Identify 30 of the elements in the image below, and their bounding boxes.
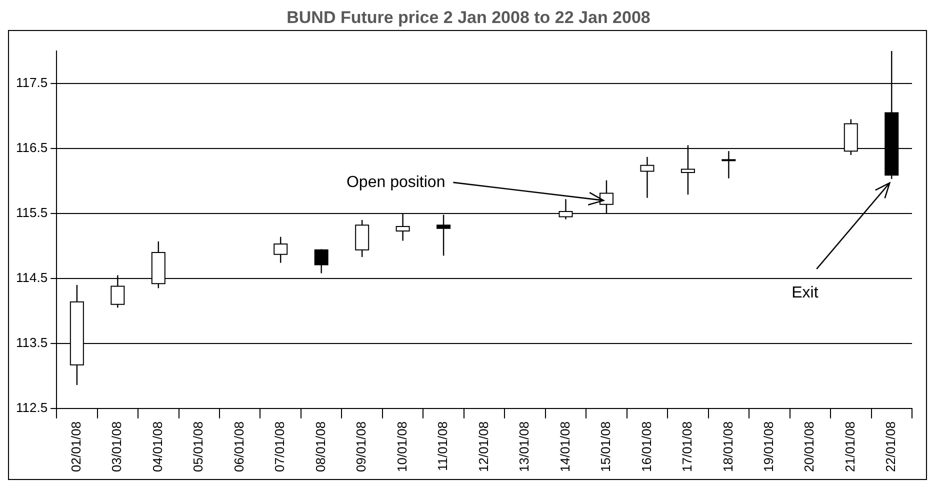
x-tick-label: 17/01/08 [680,421,695,472]
x-tick-label: 11/01/08 [435,421,450,472]
annotation: Open position [346,174,446,191]
x-tick-label: 18/01/08 [720,421,736,472]
x-tick-label: 13/01/08 [516,421,532,472]
y-tick-label: 116.5 [16,140,48,156]
x-tick-label: 09/01/08 [354,421,369,472]
x-tick-label: 03/01/08 [109,421,124,472]
y-tick-label: 112.5 [16,400,48,415]
x-tick-label: 08/01/08 [312,421,328,472]
y-tick-label: 113.5 [16,334,48,350]
annotation: Exit [792,284,819,302]
x-tick-label: 21/01/08 [842,421,858,472]
x-tick-label: 05/01/08 [190,421,206,472]
x-tick-label: 04/01/08 [150,421,165,472]
x-tick-label: 22/01/08 [883,421,898,472]
x-tick-label: 19/01/08 [761,421,776,472]
x-tick-label: 07/01/08 [272,421,288,472]
y-tick-label: 115.5 [16,205,48,220]
y-tick-label: 117.5 [16,75,48,90]
x-tick-label: 06/01/08 [231,421,246,472]
x-tick-label: 12/01/08 [476,421,491,472]
chart-title: BUND Future price 2 Jan 2008 to 22 Jan 2008 [286,8,652,29]
x-tick-label: 10/01/08 [394,421,410,472]
x-tick-label: 14/01/08 [557,421,572,472]
x-tick-label: 16/01/08 [638,421,654,472]
y-tick-label: 114.5 [16,270,48,286]
x-tick-label: 20/01/08 [802,421,817,472]
x-tick-label: 02/01/08 [68,421,84,472]
x-tick-label: 15/01/08 [598,421,614,472]
